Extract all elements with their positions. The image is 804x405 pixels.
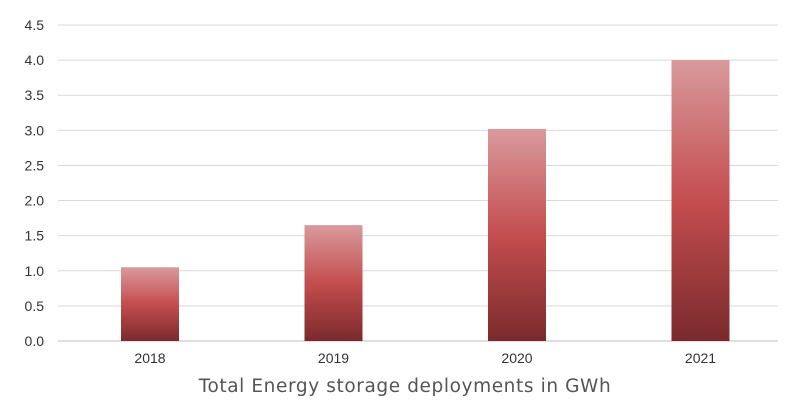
x-tick-label: 2020	[501, 350, 532, 366]
y-tick-label: 0.5	[25, 298, 45, 314]
y-tick-label: 3.0	[25, 122, 45, 138]
y-tick-label: 2.5	[25, 157, 45, 173]
y-tick-label: 4.5	[25, 17, 45, 33]
x-axis-label: Total Energy storage deployments in GWh	[198, 376, 612, 397]
bar-2018	[121, 267, 179, 341]
bar-2021	[671, 60, 730, 341]
bar-2020	[488, 128, 546, 341]
x-tick-label: 2019	[318, 350, 349, 366]
bars	[121, 60, 730, 341]
y-tick-label: 3.5	[25, 87, 45, 103]
y-tick-label: 2.0	[25, 193, 45, 209]
y-tick-label: 0.0	[25, 333, 45, 349]
y-tick-label: 4.0	[25, 52, 45, 68]
y-tick-label: 1.5	[25, 228, 45, 244]
y-axis-ticks: 0.0 0.5 1.0 1.5 2.0 2.5 3.0 3.5 4.0 4.5	[25, 17, 45, 349]
x-axis-ticks: 2018 2019 2020 2021	[134, 350, 716, 366]
y-tick-label: 1.0	[25, 263, 45, 279]
x-tick-label: 2018	[134, 350, 165, 366]
x-tick-label: 2021	[685, 350, 716, 366]
bar-2019	[304, 225, 363, 341]
